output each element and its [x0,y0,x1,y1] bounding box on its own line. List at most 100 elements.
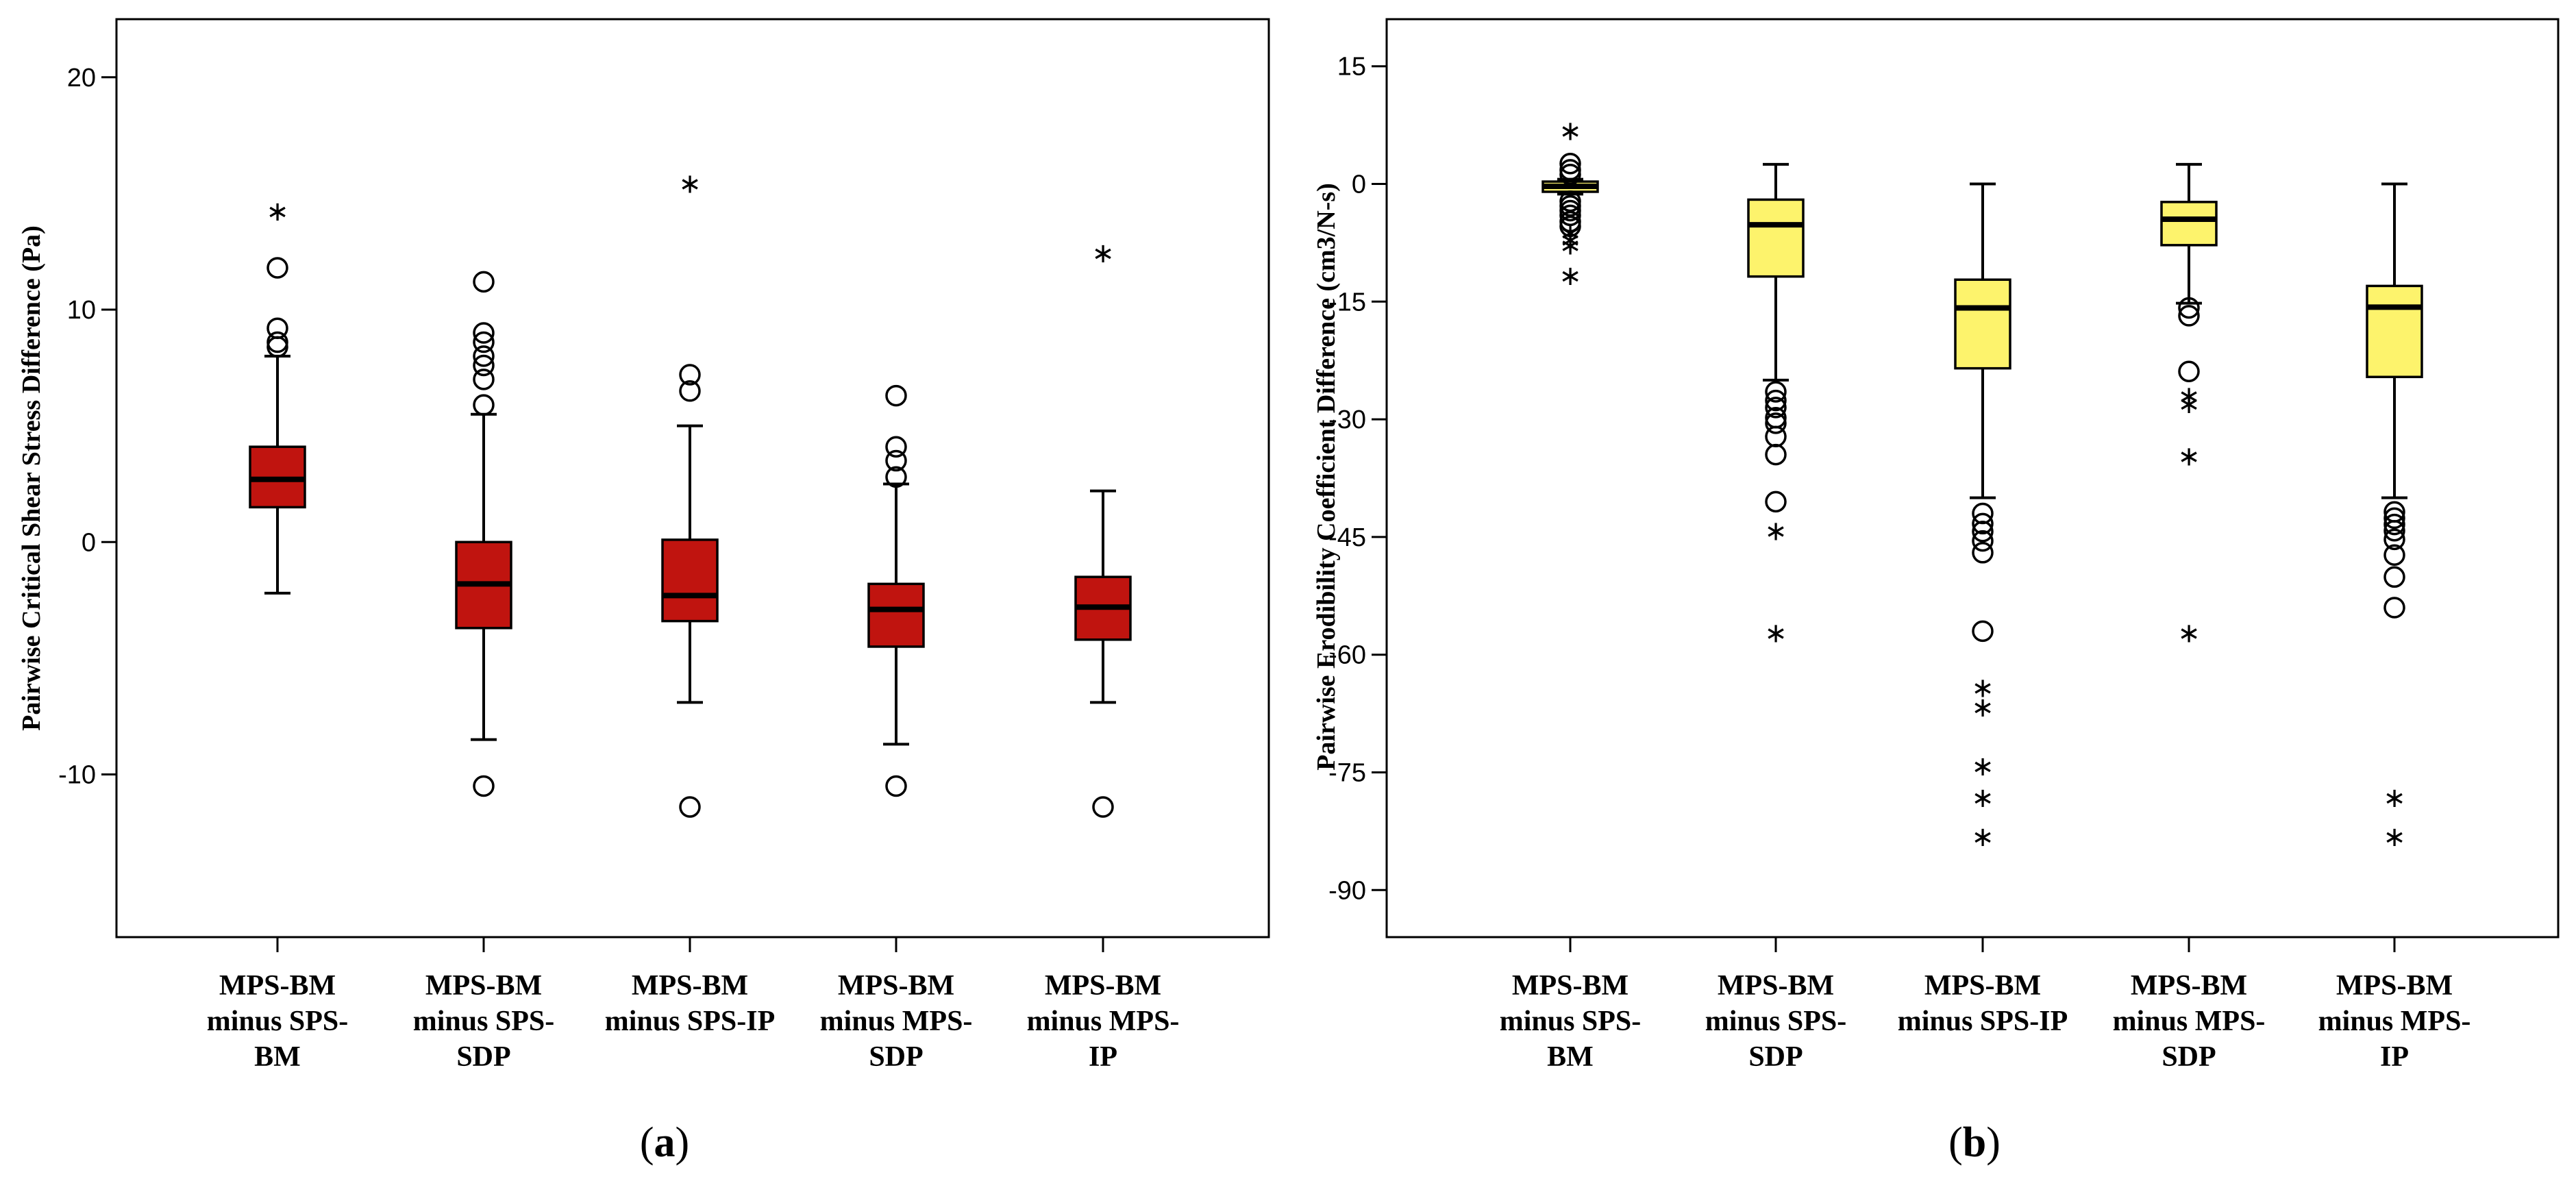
y-tick-label: -60 [1328,641,1366,670]
box-iqr [2366,284,2423,379]
extreme-point: ∗ [1559,260,1582,292]
outlier-point [1765,381,1787,403]
outlier-point [267,317,288,339]
boxplot-4 [867,384,925,797]
outlier-point [2383,566,2405,588]
y-tick-label: 0 [82,528,96,557]
boxplot-2 [455,271,512,797]
outlier-point [885,449,907,472]
outlier-point [885,466,907,488]
boxplot-4: ∗∗∗∗ [2160,162,2218,649]
y-tick-label: 10 [67,296,96,325]
boxplot-2: ∗∗ [1747,162,1805,649]
extreme-point: ∗ [678,168,702,199]
outlier-point [1972,521,1994,543]
extreme-point: ∗ [1971,751,1994,782]
outlier-point [473,331,495,353]
category-label: MPS-BM minus SPS-BM [207,970,349,1073]
extreme-point: ∗ [1091,238,1115,269]
boxplot-3: ∗ [661,168,719,818]
outlier-point [1092,796,1114,818]
extreme-point: ∗ [1971,821,1994,853]
boxplot-5: ∗∗ [2366,182,2423,853]
x-ticks-a [276,937,1104,952]
y-tick-label: 15 [1337,53,1366,82]
category-labels-b: MPS-BM minus SPS-BM MPS-BM minus SPS-SDP MPS… [1500,970,2471,1073]
outlier-point [885,436,907,458]
box-iqr [661,538,719,623]
outlier-point [1765,412,1787,434]
panel-label-a: (a) [640,1119,689,1166]
outlier-point [1765,490,1787,513]
outlier-point [473,394,495,416]
outlier-point [1559,215,1581,238]
outlier-point [473,354,495,377]
chart-panel-a: 20 10 0 -10 ∗ ∗ ∗ Pairwise Critical Shear Str… [17,18,1270,1166]
outlier-point [473,369,495,390]
outlier-point [679,364,701,386]
extreme-point: ∗ [2383,782,2406,814]
outlier-point [1972,530,1994,552]
extreme-point: ∗ [1971,673,1994,704]
outlier-point [267,336,288,358]
extreme-point: ∗ [1559,225,1582,256]
extreme-point: ∗ [2177,441,2201,473]
outlier-point [885,775,907,797]
extreme-point: ∗ [266,196,289,227]
y-axis-label-b: Pairwise Erodibility Coefficient Differe… [1312,183,1341,771]
outlier-point [473,271,495,293]
outlier-point [2178,360,2200,382]
extreme-point: ∗ [1559,115,1582,147]
outlier-point [1972,542,1994,564]
boxplot-1: ∗∗∗∗∗ [1541,115,1599,292]
outlier-point [679,796,701,818]
boxplot-3: ∗∗∗∗∗ [1954,182,2011,853]
y-tick-label: -90 [1328,876,1366,905]
category-label: MPS-BM minus MPS-IP [1027,970,1180,1073]
outlier-point [1559,164,1581,186]
outlier-point [1559,204,1581,227]
outlier-point [2383,513,2405,536]
outlier-point [2383,528,2405,551]
y-axis-label-a: Pairwise Critical Shear Stress Differenc… [17,225,46,731]
category-label: MPS-BM minus SPS-IP [605,970,776,1037]
boxplot-5: ∗ [1074,238,1132,818]
outlier-point [2383,597,2405,619]
y-tick-label: -75 [1328,758,1366,787]
outlier-point [1765,443,1787,466]
outlier-point [2383,544,2405,566]
category-labels-a: MPS-BM minus SPS-BM MPS-BM minus SPS-SDP MPS… [207,970,1180,1073]
outlier-point [1559,152,1581,175]
category-label: MPS-BM minus SPS-SDP [413,970,555,1073]
y-tick-label: 0 [1352,171,1366,199]
y-tick-label: -30 [1328,406,1366,434]
extreme-point: ∗ [2177,388,2201,420]
outlier-point [2383,507,2405,530]
box-iqr [867,582,925,648]
box-iqr [2160,201,2218,247]
outlier-point [473,345,495,367]
extreme-point: ∗ [2177,617,2201,649]
y-tick-label: 20 [67,64,96,92]
outlier-point [473,775,495,797]
category-label: MPS-BM minus SPS-SDP [1705,970,1847,1073]
extreme-point: ∗ [1559,230,1582,262]
outlier-point [1972,512,1994,535]
outlier-point [1765,397,1787,419]
y-tick-label: -10 [58,761,96,790]
extreme-point: ∗ [1764,515,1787,547]
outlier-point [2178,305,2200,327]
chart-panel-b: 150-15-30-45-60-75-90 ∗∗∗∗∗∗∗∗∗∗∗∗∗∗∗∗∗∗… [1312,18,2560,1166]
y-ticks-a: 20 10 0 -10 [58,64,116,790]
box-iqr [1747,198,1805,278]
category-label: MPS-BM minus MPS-SDP [820,970,973,1073]
outlier-point [2178,297,2200,319]
outlier-point [267,257,288,279]
extreme-point: ∗ [1971,782,1994,814]
box-iqr [1954,278,2011,370]
extreme-point: ∗ [2177,380,2201,412]
panel-label-b: (b) [1948,1119,2001,1166]
outlier-point [1765,389,1787,412]
outlier-point [679,380,701,402]
